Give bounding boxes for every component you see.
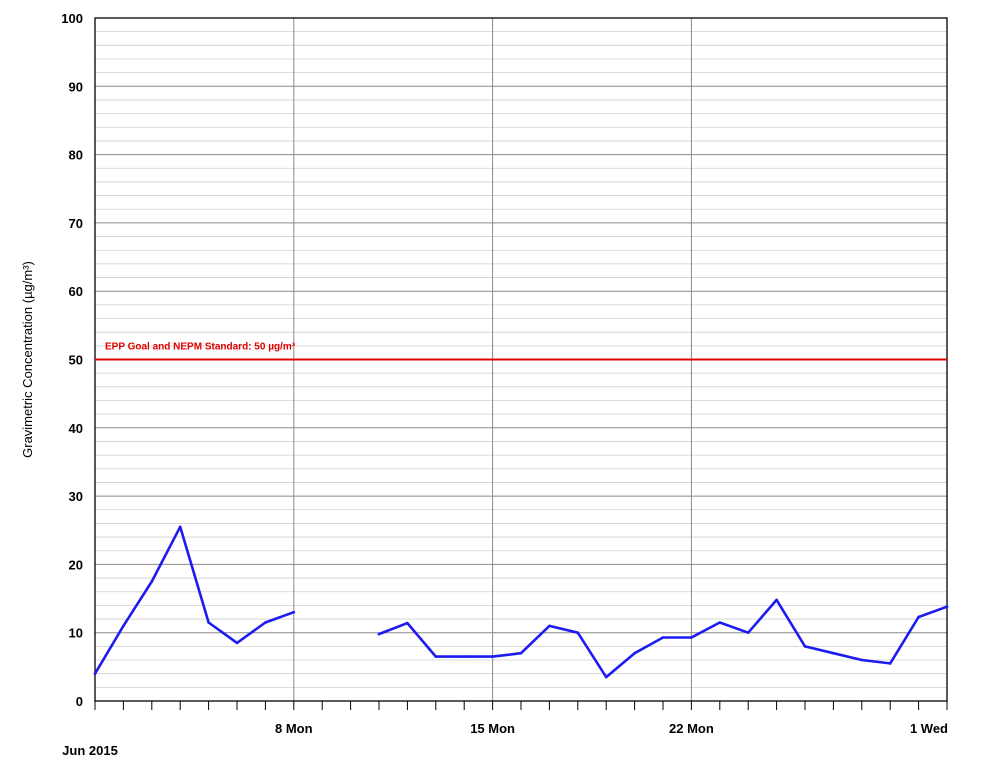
data-point: [661, 636, 665, 639]
data-point: [888, 662, 892, 665]
y-tick-label: 30: [69, 489, 83, 504]
y-tick-label: 0: [76, 694, 83, 709]
data-point: [917, 615, 920, 619]
reference-line-label: EPP Goal and NEPM Standard: 50 µg/m³: [105, 342, 296, 353]
y-tick-label: 70: [69, 216, 83, 231]
data-point: [292, 610, 296, 614]
y-tick-labels: 0 10 20 30 40 50 60 70 80 90 100: [61, 11, 83, 709]
y-tick-label: 10: [69, 626, 83, 641]
data-point: [604, 675, 608, 679]
data-point: [519, 651, 523, 655]
data-point: [690, 636, 693, 639]
data-point: [462, 655, 466, 658]
data-point: [491, 655, 494, 658]
data-point: [860, 658, 864, 662]
x-tick-labels: 8 Mon 15 Mon 22 Mon 1 Wed: [275, 721, 948, 736]
major-grid: [95, 17, 948, 702]
data-point: [548, 624, 551, 628]
data-point: [945, 605, 949, 608]
data-point: [718, 621, 722, 624]
y-axis-title: Gravimetric Concentration (µg/m³): [20, 261, 35, 458]
data-point: [832, 651, 835, 655]
x-tick-label: 8 Mon: [275, 721, 313, 736]
minor-grid: [95, 31, 947, 688]
y-tick-label: 60: [69, 284, 83, 299]
series-group: [93, 525, 949, 679]
y-tick-label: 40: [69, 421, 83, 436]
y-tick-label: 80: [69, 148, 83, 163]
x-tick-marks: [94, 701, 948, 710]
data-point: [377, 632, 381, 636]
data-point: [264, 621, 267, 624]
series-line-segment: [93, 525, 296, 676]
data-point: [576, 631, 580, 634]
x-tick-label: 1 Wed: [910, 721, 948, 736]
x-axis-month-label: Jun 2015: [62, 743, 118, 758]
y-tick-label: 100: [61, 11, 83, 26]
data-point: [434, 655, 438, 658]
data-point: [803, 645, 807, 648]
data-point: [178, 525, 182, 529]
data-point: [150, 580, 154, 583]
data-point: [235, 641, 239, 645]
y-tick-label: 50: [69, 353, 83, 368]
data-point: [775, 598, 778, 602]
x-tick-label: 22 Mon: [669, 721, 714, 736]
data-point: [746, 631, 750, 634]
x-tick-label: 15 Mon: [470, 721, 515, 736]
data-point: [406, 621, 409, 625]
data-point: [207, 621, 210, 624]
y-tick-label: 90: [69, 79, 83, 94]
data-point: [93, 672, 97, 675]
data-point: [122, 624, 125, 628]
y-tick-label: 20: [69, 557, 83, 572]
data-point: [633, 651, 636, 655]
